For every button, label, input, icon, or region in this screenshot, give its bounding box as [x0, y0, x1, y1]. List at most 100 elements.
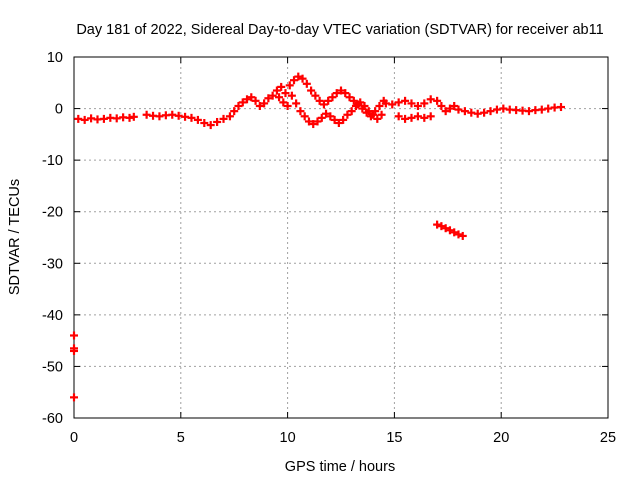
- x-tick-label: 20: [493, 430, 509, 446]
- data-point: [486, 107, 495, 116]
- data-point: [238, 98, 247, 107]
- data-point: [360, 101, 369, 110]
- y-tick-label: 0: [55, 102, 63, 118]
- data-point: [334, 119, 343, 128]
- x-tick-label: 10: [280, 430, 296, 446]
- data-point: [277, 82, 286, 91]
- data-point: [322, 109, 331, 118]
- grid-lines: [74, 57, 608, 418]
- data-point: [557, 103, 566, 112]
- data-point: [339, 115, 348, 124]
- data-point: [317, 113, 326, 122]
- data-point: [337, 86, 345, 95]
- data-point: [311, 91, 320, 100]
- data-point: [324, 96, 333, 105]
- data-point: [243, 95, 252, 104]
- y-tick-label: -50: [42, 359, 63, 375]
- data-point: [225, 112, 234, 121]
- data-point: [300, 112, 309, 121]
- data-point: [247, 93, 256, 102]
- data-point: [394, 112, 403, 121]
- data-point: [193, 115, 202, 124]
- data-point: [426, 112, 435, 121]
- data-point: [283, 101, 292, 110]
- data-point: [445, 226, 454, 235]
- data-point: [433, 220, 442, 229]
- data-point: [206, 121, 215, 130]
- data-point: [275, 93, 284, 102]
- data-point: [70, 346, 78, 355]
- data-point: [413, 112, 422, 121]
- data-point: [426, 95, 435, 104]
- data-point: [356, 98, 365, 107]
- y-tick-label: -40: [42, 308, 63, 324]
- data-point: [260, 99, 269, 108]
- data-point: [319, 100, 328, 109]
- data-point: [332, 89, 341, 98]
- y-axis-label: SDTVAR / TECUs: [7, 179, 23, 295]
- data-point: [264, 94, 273, 103]
- data-point: [290, 76, 299, 85]
- data-point: [268, 91, 277, 100]
- data-point: [200, 119, 209, 128]
- data-point: [351, 101, 360, 110]
- data-point: [70, 393, 78, 402]
- data-point: [420, 99, 429, 108]
- data-point: [480, 108, 489, 117]
- y-tick-label: -20: [42, 205, 63, 221]
- data-point: [450, 101, 459, 110]
- data-point: [285, 81, 294, 90]
- data-point: [279, 98, 288, 107]
- data-point: [326, 112, 335, 121]
- data-point: [315, 96, 324, 105]
- data-point: [251, 96, 260, 105]
- data-point: [80, 115, 89, 124]
- x-axis-label: GPS time / hours: [285, 459, 395, 475]
- data-point: [375, 101, 384, 110]
- data-point: [298, 74, 307, 83]
- axis-ticks: 0 5 10 15 20 25 10 0 -10 -20 -30 -40 -50 -60: [42, 50, 616, 446]
- data-point: [219, 114, 228, 123]
- data-point: [330, 115, 339, 124]
- data-point: [450, 228, 459, 237]
- data-point: [230, 107, 239, 116]
- data-point: [341, 89, 350, 98]
- chart-title: Day 181 of 2022, Sidereal Day-to-day VTE…: [76, 22, 603, 38]
- data-point: [460, 107, 469, 116]
- data-point: [313, 117, 322, 126]
- data-point: [294, 72, 303, 81]
- data-point: [129, 112, 138, 121]
- y-tick-label: -60: [42, 411, 63, 427]
- data-point: [292, 99, 301, 108]
- data-point: [388, 100, 397, 109]
- data-point: [302, 79, 311, 88]
- y-tick-label: -10: [42, 153, 63, 169]
- data-points: [70, 72, 566, 402]
- data-point: [420, 113, 429, 122]
- data-point: [433, 96, 442, 105]
- data-point: [281, 89, 290, 98]
- data-point: [445, 104, 454, 113]
- data-point: [437, 101, 446, 110]
- x-tick-label: 5: [177, 430, 185, 446]
- data-point: [307, 86, 316, 95]
- y-tick-label: -30: [42, 256, 63, 272]
- x-tick-label: 0: [70, 430, 78, 446]
- data-point: [345, 93, 354, 102]
- data-point: [369, 110, 378, 119]
- data-point: [328, 93, 337, 102]
- data-point: [343, 110, 352, 119]
- data-point: [304, 117, 313, 126]
- data-point: [296, 107, 305, 116]
- data-point: [255, 101, 264, 110]
- data-point: [309, 120, 318, 129]
- data-point: [407, 99, 416, 108]
- data-point: [373, 114, 382, 123]
- data-point: [377, 110, 386, 119]
- plot-frame: [73, 56, 609, 419]
- data-point: [272, 86, 281, 95]
- data-point: [394, 98, 403, 107]
- data-point: [437, 222, 446, 231]
- data-point: [454, 230, 463, 239]
